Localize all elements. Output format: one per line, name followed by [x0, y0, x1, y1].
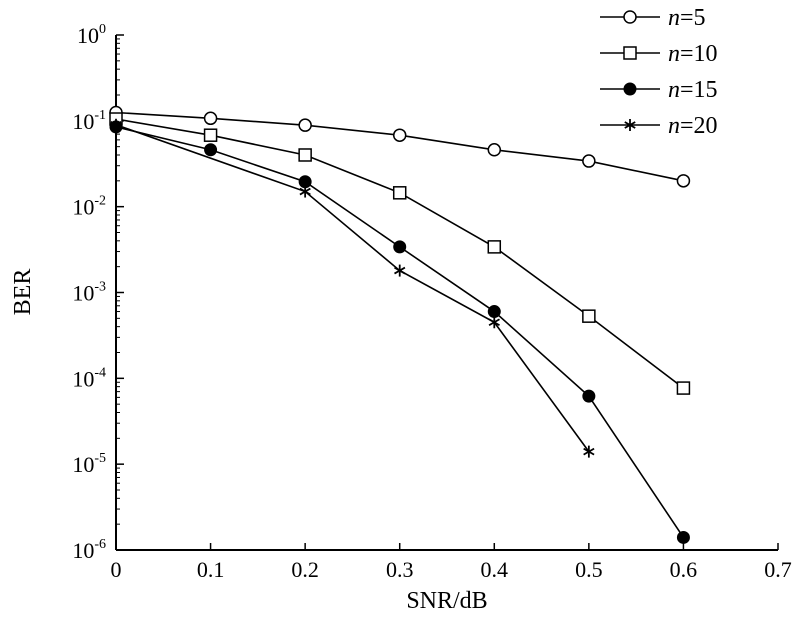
- y-tick-label: 10-4: [72, 365, 106, 391]
- y-tick-label: 10-5: [72, 451, 106, 477]
- data-point: [392, 186, 407, 200]
- x-tick-label: 0.5: [575, 557, 603, 582]
- data-point: [392, 128, 407, 142]
- x-tick-label: 0.2: [291, 557, 319, 582]
- axes: 0 0.1 0.2 0.3 0.4 0.5 0.6 0.7 100 10-1 10-2 10-3 10-…: [72, 22, 791, 582]
- data-point: [203, 111, 218, 126]
- y-tick-label: 100: [77, 22, 106, 48]
- legend-item-4: n=20: [600, 113, 718, 139]
- legend-item-2: n=10: [600, 41, 718, 67]
- data-point: [623, 82, 637, 96]
- x-tick-label: 0.4: [481, 557, 509, 582]
- x-tick-label: 0.7: [764, 557, 792, 582]
- data-point: [110, 118, 122, 131]
- legend-label: n=20: [668, 113, 718, 139]
- data-point: [582, 309, 596, 323]
- data-point: [393, 240, 407, 254]
- data-point: [394, 264, 406, 277]
- series-2: [109, 112, 691, 395]
- data-point: [488, 316, 500, 329]
- series-layer: [109, 105, 691, 544]
- data-point: [299, 185, 311, 198]
- data-point: [582, 154, 596, 168]
- data-point: [204, 143, 218, 157]
- x-axis-title: SNR/dB: [406, 588, 487, 614]
- data-point: [582, 389, 596, 403]
- data-point: [298, 118, 312, 132]
- y-tick-label: 10-3: [72, 280, 106, 306]
- series-4: [110, 118, 595, 458]
- data-point: [676, 381, 691, 395]
- x-tick-label: 0.3: [386, 557, 414, 582]
- data-point: [487, 305, 501, 319]
- data-point: [623, 10, 637, 24]
- data-point: [487, 143, 502, 157]
- legend: n=5 n=10 n=15 n=20: [600, 5, 718, 139]
- data-point: [583, 445, 595, 458]
- y-tick-label: 10-1: [72, 108, 106, 134]
- data-point: [298, 148, 312, 162]
- legend-label: n=10: [668, 41, 718, 67]
- data-point: [676, 530, 690, 544]
- legend-label: n=5: [668, 5, 706, 31]
- y-tick-label: 10-2: [72, 194, 106, 220]
- data-point: [623, 46, 637, 60]
- legend-item-1: n=5: [600, 5, 706, 31]
- series-1: [109, 105, 691, 188]
- y-tick-label: 10-6: [72, 537, 106, 563]
- y-axis-title: BER: [10, 269, 36, 316]
- legend-item-3: n=15: [600, 77, 718, 103]
- x-tick-label: 0: [111, 557, 122, 582]
- series-3: [109, 120, 690, 544]
- data-point: [676, 174, 691, 188]
- x-tick-label: 0.1: [197, 557, 225, 582]
- data-point: [487, 240, 502, 254]
- data-point: [624, 119, 636, 131]
- legend-label: n=15: [668, 77, 718, 103]
- data-point: [203, 128, 218, 142]
- x-tick-label: 0.6: [670, 557, 698, 582]
- series-line: [115, 118, 684, 389]
